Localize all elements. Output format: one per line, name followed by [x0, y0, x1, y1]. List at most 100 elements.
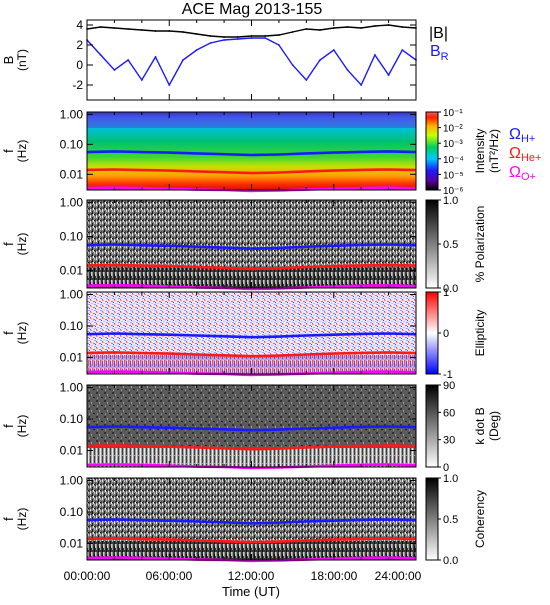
y-tick-label: 0.01: [60, 351, 84, 365]
data-point: [236, 36, 239, 38]
data-point: [223, 36, 225, 38]
legend-o-main: Ω: [509, 164, 521, 181]
data-point: [373, 54, 376, 56]
gyrofrequency-line-h: [86, 518, 417, 525]
x-tick-label: 06:00:00: [146, 569, 193, 583]
y-axis-label: f: [1, 517, 16, 521]
y-tick-label: 1.00: [60, 196, 84, 210]
colorbar-label: Ellipticity: [473, 310, 487, 357]
colorbar-tick-label: 0.5: [443, 239, 458, 251]
y-tick-label: 0.01: [60, 263, 84, 277]
data-point: [278, 34, 280, 36]
x-tick-label: 12:00:00: [228, 569, 275, 583]
data-point: [168, 84, 171, 86]
plot-frame: [86, 19, 417, 101]
y-tick-label: 0.01: [60, 444, 84, 458]
data-point: [346, 69, 349, 71]
colorbar-unit: (nT²/Hz): [487, 129, 501, 173]
b-legend: |B| BR: [429, 25, 449, 63]
y-tick-label: 1.00: [60, 380, 84, 394]
colorbar-intensity: [425, 111, 439, 191]
colorbar-polarization: [425, 199, 439, 289]
legend-he-plus: ΩHe+: [509, 145, 541, 164]
data-point: [319, 29, 321, 31]
colorbar-label: k dot B: [473, 407, 487, 444]
legend-o-plus: ΩO+: [509, 164, 536, 183]
colorbar-tick-label: 10⁻²: [443, 124, 463, 135]
b-radial-legend: BR: [430, 43, 449, 63]
b-total-legend: |B|: [429, 25, 448, 42]
data-point: [264, 35, 267, 37]
legend-he-main: Ω: [509, 145, 521, 162]
y-tick-label: -2: [72, 78, 83, 92]
y-axis-label: f: [1, 424, 16, 428]
data-point: [182, 31, 184, 33]
data-point: [360, 27, 363, 29]
data-point: [305, 28, 308, 30]
colorbar-tick-label: 1.0: [443, 473, 458, 485]
data-point: [154, 56, 157, 58]
colorbar-ellipticity: [425, 291, 439, 375]
panel-magnetic-field: B (nT): [1, 49, 29, 71]
legend-he-sub: He+: [521, 152, 542, 164]
gyrofrequency-line-h: [86, 425, 417, 432]
gyrofrequency-line-he: [86, 444, 417, 451]
colorbar-tick-label: 0.0: [443, 555, 458, 567]
colorbar-tick-label: 10⁻⁵: [443, 170, 464, 181]
y-axis-label: B: [1, 56, 16, 65]
x-axis-labels: 00:00:00 06:00:00 12:00:00 18:00:00 24:0…: [64, 569, 422, 599]
colorbar-label: Intensity: [473, 129, 487, 174]
data-point: [223, 39, 225, 41]
data-point: [401, 49, 404, 51]
colorbar-tick-label: 10⁻³: [443, 139, 463, 150]
gyrofrequency-line-h: [86, 332, 417, 339]
colorbar-k-dot-b: [425, 384, 439, 468]
data-point: [182, 59, 184, 61]
colorbar-tick-label: 90: [443, 380, 455, 392]
colorbar-tick-label: 10⁻⁶: [443, 186, 464, 197]
data-point: [360, 84, 363, 86]
gyrofrequency-line-he: [86, 537, 417, 544]
data-point: [373, 25, 376, 27]
data-point: [195, 33, 198, 35]
axes-polarization: 1.00 0.10 0.01: [60, 196, 417, 289]
colorbar-tick-label: 60: [443, 407, 455, 419]
y-tick-label: 0: [76, 58, 83, 72]
legend-h-plus: ΩH+: [509, 126, 535, 145]
b-radial-main: B: [430, 43, 441, 60]
axes-coherency: 1.00 0.10 0.01: [60, 473, 417, 561]
data-point: [387, 24, 390, 26]
y-axis-label: f: [1, 331, 16, 335]
colorbar-tick-label: 0: [443, 328, 449, 340]
colorbar-label: Coherency: [473, 490, 487, 548]
y-tick-label: 4: [76, 18, 83, 32]
y-tick-label: 0.10: [60, 229, 84, 243]
gyrofrequency-line-he: [86, 168, 417, 175]
legend-o-sub: O+: [521, 171, 536, 183]
data-point: [387, 74, 390, 76]
panel-polarization: 1.0 0.5 0.0 % Polarization f (Hz): [1, 195, 487, 295]
y-tick-label: 2: [76, 38, 83, 52]
data-point: [291, 31, 294, 33]
data-point: [113, 27, 116, 29]
y-tick-label: 0.10: [60, 412, 84, 426]
y-tick-label: 1.00: [60, 107, 84, 121]
data-point: [99, 54, 102, 56]
data-point: [154, 30, 157, 32]
axes-k-dot-b: 1.00 0.10 0.01: [60, 380, 417, 468]
data-point: [332, 49, 335, 51]
y-axis-unit: (Hz): [15, 415, 29, 438]
gyrofrequency-line-he: [86, 351, 417, 358]
colorbar-tick-label: 0.0: [443, 283, 458, 295]
y-axis-unit: (Hz): [15, 140, 29, 163]
y-axis-unit: (Hz): [15, 322, 29, 345]
y-tick-label: 0.10: [60, 137, 84, 151]
y-tick-label: 0.10: [60, 319, 84, 333]
data-point: [401, 26, 404, 28]
colorbar-coherency: [425, 477, 439, 561]
colorbar-tick-label: -1: [443, 369, 453, 381]
data-point: [346, 26, 349, 28]
legend-h-main: Ω: [509, 126, 521, 143]
colorbar-tick-label: 0.5: [443, 514, 458, 526]
